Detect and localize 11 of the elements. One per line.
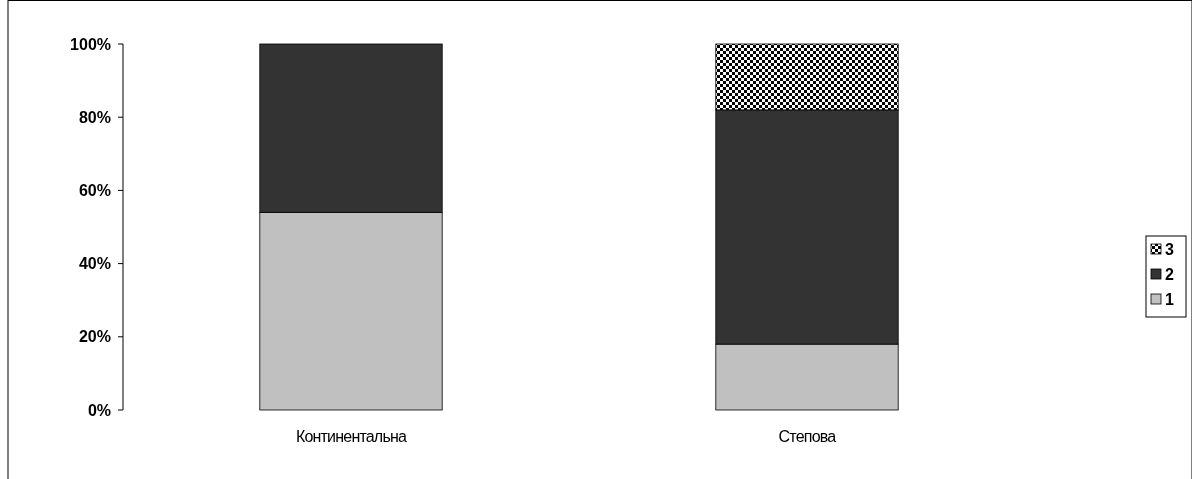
legend-label: 3 (1165, 240, 1174, 258)
y-tick-label: 60% (78, 182, 111, 199)
legend-label: 2 (1165, 265, 1174, 283)
y-tick-label: 0% (87, 401, 111, 419)
y-tick-label: 100% (70, 35, 111, 53)
legend-label: 1 (1165, 290, 1174, 308)
x-tick-label: Континентальна (295, 428, 407, 445)
y-tick-label: 80% (78, 108, 111, 126)
y-tick-label: 20% (78, 328, 111, 346)
x-tick-label: Степова (778, 428, 837, 445)
y-tick-label: 40% (78, 255, 111, 273)
